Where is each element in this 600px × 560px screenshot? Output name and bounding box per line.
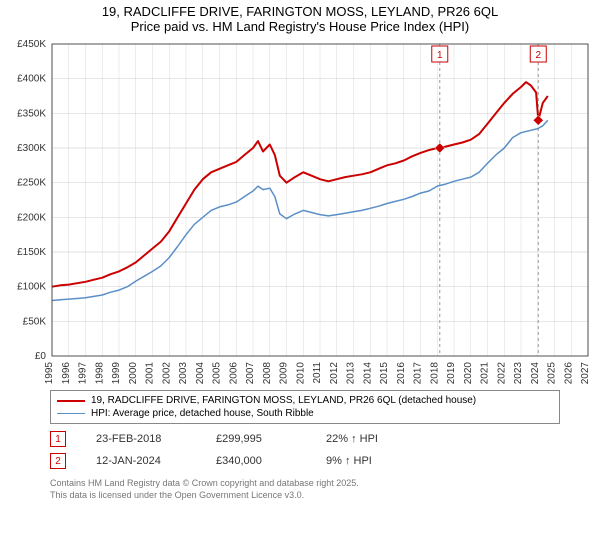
- footer-line2: This data is licensed under the Open Gov…: [50, 490, 560, 502]
- svg-text:2015: 2015: [379, 362, 390, 385]
- svg-text:£200K: £200K: [17, 212, 46, 223]
- svg-text:2009: 2009: [279, 362, 290, 385]
- svg-text:2003: 2003: [178, 362, 189, 385]
- svg-text:2016: 2016: [396, 362, 407, 385]
- legend-label: 19, RADCLIFFE DRIVE, FARINGTON MOSS, LEY…: [91, 395, 476, 406]
- svg-text:2026: 2026: [563, 362, 574, 385]
- svg-text:2007: 2007: [245, 362, 256, 385]
- svg-text:1999: 1999: [111, 362, 122, 385]
- legend: 19, RADCLIFFE DRIVE, FARINGTON MOSS, LEY…: [50, 390, 560, 424]
- svg-text:£150K: £150K: [17, 247, 46, 258]
- svg-text:1: 1: [437, 50, 443, 61]
- svg-text:£300K: £300K: [17, 143, 46, 154]
- svg-text:£400K: £400K: [17, 74, 46, 85]
- svg-text:£350K: £350K: [17, 108, 46, 119]
- svg-text:2001: 2001: [145, 362, 156, 385]
- svg-text:2025: 2025: [547, 362, 558, 385]
- legend-label: HPI: Average price, detached house, Sout…: [91, 408, 314, 419]
- svg-text:2000: 2000: [128, 362, 139, 385]
- marker-row-2: 2 12-JAN-2024 £340,000 9% ↑ HPI: [50, 450, 560, 472]
- svg-text:2024: 2024: [530, 362, 541, 385]
- marker-badge: 1: [50, 431, 66, 447]
- svg-text:1998: 1998: [94, 362, 105, 385]
- chart-container: 19, RADCLIFFE DRIVE, FARINGTON MOSS, LEY…: [0, 0, 600, 560]
- svg-text:£100K: £100K: [17, 282, 46, 293]
- svg-text:2006: 2006: [228, 362, 239, 385]
- svg-text:2013: 2013: [346, 362, 357, 385]
- svg-text:£450K: £450K: [17, 39, 46, 50]
- svg-text:2022: 2022: [496, 362, 507, 385]
- legend-item-price-paid: 19, RADCLIFFE DRIVE, FARINGTON MOSS, LEY…: [57, 394, 553, 407]
- marker-date: 23-FEB-2018: [96, 433, 186, 445]
- marker-price: £340,000: [216, 455, 296, 467]
- footer-line1: Contains HM Land Registry data © Crown c…: [50, 478, 560, 490]
- marker-date: 12-JAN-2024: [96, 455, 186, 467]
- svg-text:2008: 2008: [262, 362, 273, 385]
- svg-text:£50K: £50K: [23, 316, 47, 327]
- svg-text:2023: 2023: [513, 362, 524, 385]
- svg-text:1995: 1995: [44, 362, 55, 385]
- svg-text:1996: 1996: [61, 362, 72, 385]
- marker-badge: 2: [50, 453, 66, 469]
- svg-text:2017: 2017: [413, 362, 424, 385]
- svg-text:2019: 2019: [446, 362, 457, 385]
- svg-text:£0: £0: [35, 351, 47, 362]
- marker-table: 1 23-FEB-2018 £299,995 22% ↑ HPI 2 12-JA…: [50, 428, 560, 472]
- svg-text:2: 2: [535, 50, 541, 61]
- title-line2: Price paid vs. HM Land Registry's House …: [10, 19, 590, 34]
- marker-pct: 9% ↑ HPI: [326, 455, 416, 467]
- title-line1: 19, RADCLIFFE DRIVE, FARINGTON MOSS, LEY…: [10, 4, 590, 19]
- legend-item-hpi: HPI: Average price, detached house, Sout…: [57, 407, 553, 420]
- chart-title: 19, RADCLIFFE DRIVE, FARINGTON MOSS, LEY…: [0, 0, 600, 36]
- marker-row-1: 1 23-FEB-2018 £299,995 22% ↑ HPI: [50, 428, 560, 450]
- marker-pct: 22% ↑ HPI: [326, 433, 416, 445]
- line-chart: £0 £50K £100K £150K £200K £250K £300K £350K £400…: [0, 36, 600, 386]
- svg-text:2005: 2005: [212, 362, 223, 385]
- svg-text:2021: 2021: [480, 362, 491, 385]
- footer: Contains HM Land Registry data © Crown c…: [50, 478, 560, 501]
- svg-text:2018: 2018: [429, 362, 440, 385]
- svg-text:2027: 2027: [580, 362, 591, 385]
- marker-price: £299,995: [216, 433, 296, 445]
- svg-text:2011: 2011: [312, 362, 323, 384]
- legend-swatch: [57, 400, 85, 402]
- svg-text:2012: 2012: [329, 362, 340, 385]
- svg-text:£250K: £250K: [17, 178, 46, 189]
- svg-text:2002: 2002: [161, 362, 172, 385]
- svg-text:2010: 2010: [295, 362, 306, 385]
- svg-text:2020: 2020: [463, 362, 474, 385]
- svg-text:2014: 2014: [362, 362, 373, 385]
- legend-swatch: [57, 413, 85, 414]
- svg-text:1997: 1997: [78, 362, 89, 385]
- svg-text:2004: 2004: [195, 362, 206, 385]
